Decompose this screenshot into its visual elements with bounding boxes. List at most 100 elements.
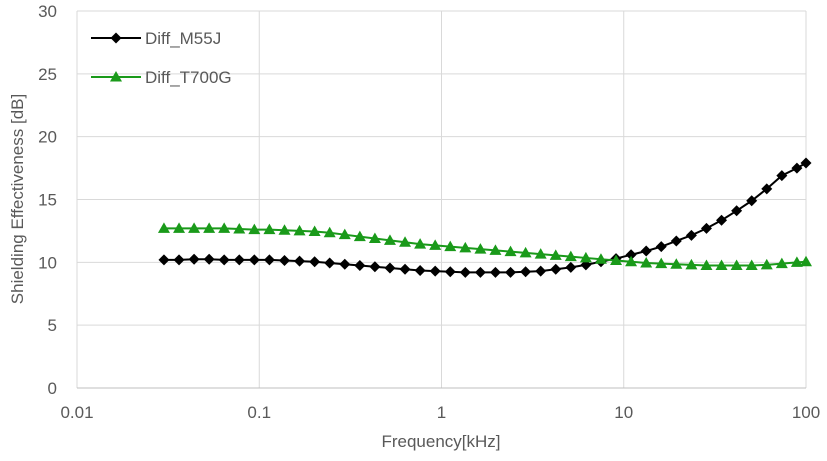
data-point [173,254,185,266]
x-tick-label: 100 [792,403,820,422]
legend-marker [110,32,122,44]
data-point [550,263,562,275]
data-point [549,249,562,260]
data-point [715,259,728,270]
data-point [565,261,577,273]
data-point [339,258,351,270]
data-point [444,266,456,278]
data-point [414,265,426,277]
data-point [459,241,472,253]
data-point [384,262,396,274]
data-point [203,222,216,233]
x-tick-label: 1 [437,403,446,422]
y-tick-label: 0 [48,379,57,398]
data-point [520,266,532,278]
y-tick-label: 20 [38,128,57,147]
series-Diff_T700G [157,222,812,270]
data-point [655,241,667,253]
data-point [579,251,592,263]
data-point [800,157,812,169]
data-point [670,258,683,269]
data-point [459,266,471,278]
data-point [309,256,321,268]
data-point [158,254,170,266]
data-point [685,229,697,241]
series-layer [157,157,812,278]
data-point [489,244,502,255]
data-point [791,162,803,174]
data-point [399,263,411,275]
data-point [745,259,758,270]
data-point [716,214,728,226]
y-tick-label: 5 [48,316,57,335]
data-point [776,170,788,182]
data-point [338,228,351,240]
data-point [383,234,396,245]
data-point [535,265,547,277]
data-point [655,257,668,269]
data-point [640,245,652,257]
legend-label: Diff_T700G [145,68,232,87]
data-point [324,257,336,269]
data-point [610,254,623,265]
data-point [625,255,638,267]
data-point [519,246,532,258]
legend-entry: Diff_T700G [91,68,232,87]
data-point [157,222,170,233]
data-point [203,253,215,265]
x-tick-label: 0.01 [60,403,93,422]
data-point [368,232,381,243]
data-point [354,259,366,271]
data-point [263,223,276,235]
data-point [278,224,291,235]
data-point [233,254,245,266]
legend-entry: Diff_M55J [91,29,221,48]
data-point [640,256,653,268]
data-point [775,257,788,269]
y-axis-label: Shielding Effectiveness [dB] [8,94,27,304]
data-point [625,249,637,261]
data-point [504,245,517,257]
data-point [474,243,487,254]
data-point [730,259,743,270]
data-point [760,258,773,270]
data-point [429,265,441,277]
data-point [173,222,186,233]
y-tick-label: 10 [38,253,57,272]
data-point [248,254,260,266]
data-point [790,256,803,267]
data-point [263,254,275,266]
data-point [594,253,607,264]
legend-marker [110,71,122,82]
data-point [505,266,517,278]
data-point [414,238,427,249]
data-point [800,255,812,267]
x-tick-label: 0.1 [247,403,271,422]
x-tick-label: 10 [614,403,633,422]
y-tick-label: 30 [38,2,57,21]
data-point [746,195,758,207]
data-point [700,222,712,234]
data-point [308,225,321,237]
legend: Diff_M55J Diff_T700G [91,29,232,87]
data-point [564,250,577,262]
data-point [188,253,200,265]
data-point [444,240,457,252]
data-point [279,254,291,266]
data-point [731,205,743,217]
data-point [293,224,306,236]
legend-label: Diff_M55J [145,29,221,48]
data-point [685,258,698,270]
y-tick-label: 25 [38,65,57,84]
data-point [761,183,773,195]
x-axis-label: Frequency[kHz] [381,432,500,451]
data-point [489,266,501,278]
data-point [218,222,231,233]
data-point [670,235,682,247]
data-point [369,261,381,273]
data-point [399,236,412,247]
data-point [474,266,486,278]
data-point [233,223,246,234]
series-line [163,162,807,274]
